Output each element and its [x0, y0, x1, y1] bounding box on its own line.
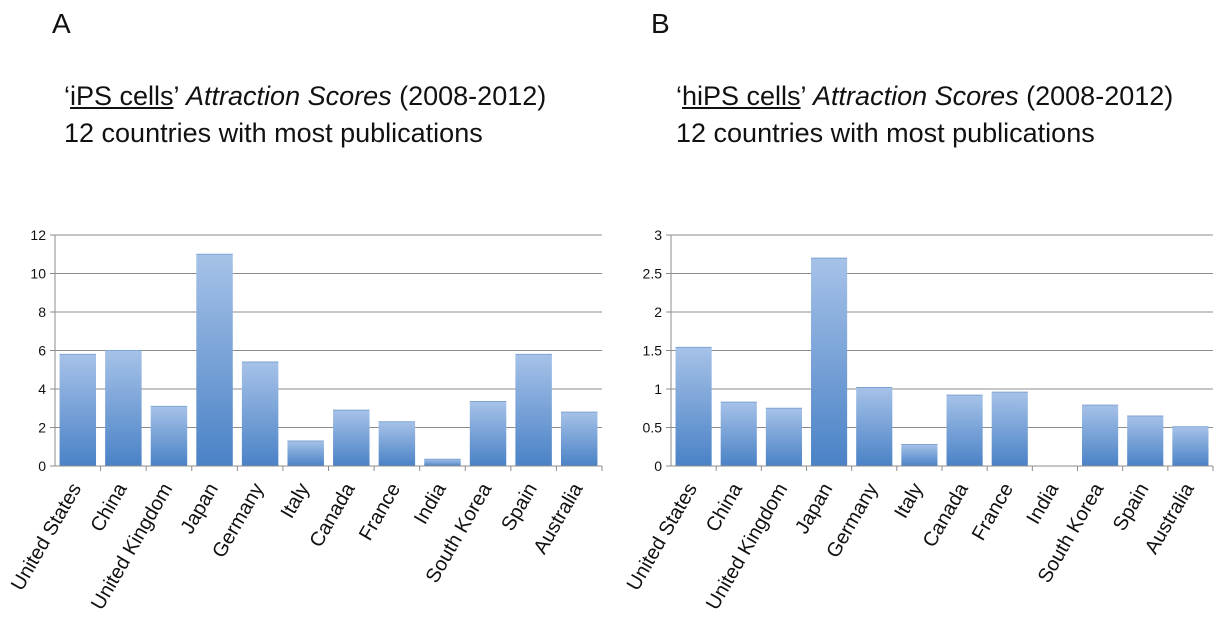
bar — [765, 408, 802, 466]
y-tick-label: 0.5 — [643, 420, 663, 436]
panel-label-a: A — [52, 8, 71, 39]
x-tick-label: France — [355, 480, 405, 545]
bar — [1172, 426, 1209, 466]
bar — [378, 421, 416, 466]
bar — [811, 258, 848, 466]
title-italic-a: Attraction Scores — [186, 81, 392, 111]
bar — [1082, 405, 1119, 466]
x-tick-label: Spain — [1109, 480, 1154, 535]
y-tick-label: 2 — [38, 420, 46, 436]
subtitle-b: 12 countries with most publications — [676, 118, 1095, 148]
chart-panel-b: B ‘hiPS cells’ Attraction Scores (2008-2… — [613, 0, 1216, 635]
x-tick-label: Japan — [177, 480, 223, 538]
x-tick-label: India — [1023, 479, 1064, 528]
y-tick-label: 1.5 — [643, 343, 663, 359]
bar — [333, 410, 370, 466]
bar — [901, 444, 938, 466]
y-tick-label: 4 — [38, 381, 46, 397]
x-tick-label: China — [702, 479, 748, 536]
x-tick-label: Italy — [277, 480, 314, 523]
bar — [675, 347, 712, 466]
y-tick-label: 3 — [654, 227, 662, 243]
y-tick-label: 12 — [30, 227, 46, 243]
y-tick-label: 0 — [38, 458, 46, 474]
y-tick-label: 0 — [654, 458, 662, 474]
title-underlined-b: hiPS cells — [682, 81, 801, 111]
x-tick-label: India — [410, 479, 451, 528]
bar — [424, 459, 461, 466]
bar — [105, 350, 142, 466]
bar — [469, 401, 507, 466]
title-italic-b: Attraction Scores — [813, 81, 1019, 111]
x-tick-label: United States — [623, 480, 702, 595]
bar — [1127, 415, 1164, 466]
title-underlined-a: iPS cells — [70, 81, 174, 111]
x-tick-label: France — [968, 480, 1018, 545]
bar — [991, 392, 1028, 466]
title-line-b: ‘hiPS cells’ Attraction Scores (2008-201… — [676, 81, 1174, 111]
x-tick-label: Canada — [306, 479, 361, 551]
panel-label-b: B — [651, 8, 670, 39]
subtitle-a: 12 countries with most publications — [64, 118, 483, 148]
chart-title-b: ‘hiPS cells’ Attraction Scores (2008-201… — [676, 78, 1173, 152]
bar — [287, 440, 324, 466]
y-tick-label: 1 — [654, 381, 662, 397]
title-line-a: ‘iPS cells’ Attraction Scores (2008-2012… — [64, 81, 547, 111]
bar — [720, 402, 757, 466]
y-tick-label: 8 — [38, 304, 46, 320]
y-tick-label: 10 — [30, 266, 46, 282]
y-tick-label: 2.5 — [643, 266, 663, 282]
bar — [150, 406, 188, 466]
bar — [59, 354, 97, 466]
x-tick-label: Italy — [890, 480, 927, 523]
chart-title-a: ‘iPS cells’ Attraction Scores (2008-2012… — [64, 78, 546, 152]
y-tick-label: 6 — [38, 343, 46, 359]
x-tick-label: Spain — [497, 480, 542, 535]
bar — [241, 362, 279, 466]
bar — [560, 412, 598, 466]
y-tick-label: 2 — [654, 304, 662, 320]
bar — [946, 395, 983, 466]
x-tick-label: United States — [7, 480, 86, 595]
bar — [515, 354, 552, 466]
x-tick-label: Canada — [919, 479, 974, 551]
bar — [196, 254, 233, 466]
bar — [856, 387, 893, 466]
chart-panel-a: A ‘iPS cells’ Attraction Scores (2008-20… — [7, 8, 603, 614]
x-tick-label: China — [87, 479, 133, 536]
x-tick-label: Japan — [791, 480, 837, 538]
